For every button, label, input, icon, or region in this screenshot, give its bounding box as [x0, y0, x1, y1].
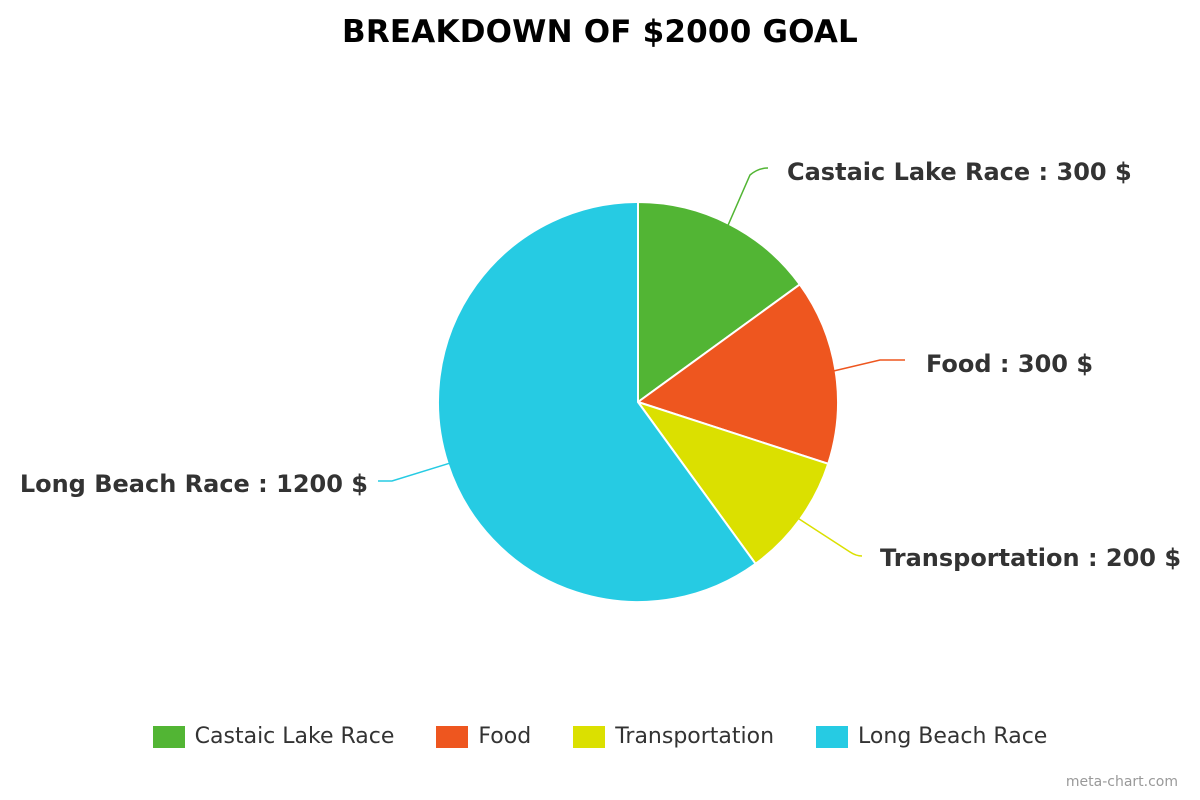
watermark: meta-chart.com	[1065, 774, 1178, 790]
legend-label: Transportation	[615, 724, 775, 749]
slice-labels: Castaic Lake Race : 300 $ Food : 300 $ Tra…	[20, 158, 1181, 572]
legend-label: Long Beach Race	[858, 724, 1048, 749]
label-connectors	[378, 167, 905, 557]
slice-label: Transportation : 200 $	[880, 544, 1181, 572]
legend-label: Castaic Lake Race	[194, 724, 395, 749]
label-connector	[727, 167, 769, 226]
slice-label: Long Beach Race : 1200 $	[20, 470, 368, 498]
pie-slices	[437, 200, 839, 603]
legend-swatch	[816, 725, 849, 748]
label-connector	[797, 517, 863, 557]
slice-label: Castaic Lake Race : 300 $	[787, 158, 1132, 186]
legend-item[interactable]: Food	[436, 724, 531, 749]
legend-swatch	[152, 725, 185, 748]
legend-label: Food	[478, 724, 532, 749]
slice-label: Food : 300 $	[926, 350, 1093, 378]
label-connector	[378, 462, 450, 482]
legend-swatch	[436, 725, 469, 748]
legend-item[interactable]: Transportation	[573, 724, 774, 749]
legend-item[interactable]: Long Beach Race	[816, 724, 1047, 749]
legend-item[interactable]: Castaic Lake Race	[152, 724, 395, 749]
chart-legend: Castaic Lake Race Food Transportation Long …	[0, 724, 1200, 749]
label-connector	[833, 359, 905, 372]
chart-title: BREAKDOWN OF $2000 GOAL	[342, 14, 858, 50]
legend-swatch	[573, 725, 606, 748]
